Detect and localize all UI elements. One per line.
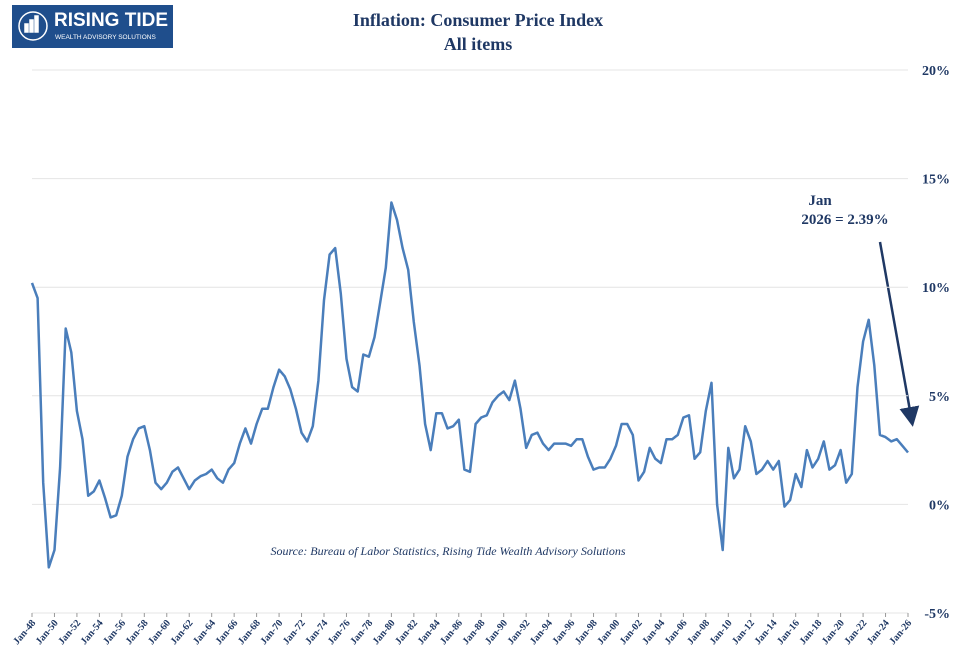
x-tick-label: Jan-16	[775, 618, 802, 647]
x-tick-label: Jan-70	[258, 618, 285, 647]
x-tick-label: Jan-08	[685, 618, 712, 647]
annotation: Jan	[808, 193, 832, 209]
logo-icon	[18, 11, 48, 41]
x-tick-label: Jan-56	[101, 618, 128, 647]
y-tick-label: 0%	[929, 498, 950, 513]
x-tick-label: Jan-02	[618, 618, 645, 647]
x-tick-label: Jan-66	[213, 618, 240, 647]
x-tick-label: Jan-80	[371, 618, 398, 647]
annotation: 2026 = 2.39%	[801, 212, 888, 228]
x-tick-label: Jan-52	[56, 618, 83, 647]
x-tick-label: Jan-10	[708, 618, 735, 647]
x-tick-label: Jan-92	[505, 618, 532, 647]
x-tick-label: Jan-12	[730, 618, 757, 647]
x-tick-label: Jan-78	[348, 618, 375, 647]
y-tick-label: 15%	[922, 173, 950, 188]
source-note: Source: Bureau of Labor Statistics, Risi…	[270, 544, 625, 558]
y-tick-label: 5%	[929, 390, 950, 405]
x-tick-label: Jan-58	[124, 618, 151, 647]
x-tick-label: Jan-00	[595, 618, 622, 647]
annotation-arrow	[878, 241, 920, 427]
x-tick-label: Jan-74	[303, 618, 330, 647]
chart-title: Inflation: Consumer Price Index	[353, 10, 603, 30]
x-tick-label: Jan-48	[11, 618, 38, 647]
y-tick-label: 10%	[922, 281, 950, 296]
x-tick-label: Jan-86	[438, 618, 465, 647]
x-tick-label: Jan-18	[797, 618, 824, 647]
x-tick-label: Jan-04	[640, 618, 667, 647]
x-tick-label: Jan-88	[461, 618, 488, 647]
y-tick-label: -5%	[924, 607, 950, 622]
x-tick-label: Jan-62	[169, 618, 196, 647]
x-tick-label: Jan-26	[887, 618, 914, 647]
x-tick-label: Jan-96	[550, 618, 577, 647]
x-tick-label: Jan-54	[79, 618, 106, 647]
x-tick-label: Jan-22	[842, 618, 869, 647]
x-tick-label: Jan-68	[236, 618, 263, 647]
x-tick-label: Jan-90	[483, 618, 510, 647]
data-line	[30, 201, 909, 569]
x-tick-label: Jan-84	[416, 618, 443, 647]
logo	[12, 5, 173, 48]
x-tick-label: Jan-64	[191, 618, 218, 647]
y-tick-label: 20%	[922, 64, 950, 79]
x-tick-label: Jan-94	[528, 618, 555, 647]
chart-subtitle: All items	[444, 34, 512, 54]
x-tick-label: Jan-82	[393, 618, 420, 647]
x-tick-label: Jan-72	[281, 618, 308, 647]
logo-name: RISING TIDE	[54, 10, 168, 31]
x-tick-label: Jan-14	[753, 618, 780, 647]
x-tick-label: Jan-50	[34, 618, 61, 647]
x-tick-label: Jan-20	[820, 618, 847, 647]
logo-tagline: WEALTH ADVISORY SOLUTIONS	[55, 34, 156, 41]
x-tick-label: Jan-98	[573, 618, 600, 647]
x-tick-label: Jan-76	[326, 618, 353, 647]
x-tick-label: Jan-24	[865, 618, 892, 647]
x-tick-label: Jan-60	[146, 618, 173, 647]
x-tick-label: Jan-06	[663, 618, 690, 647]
